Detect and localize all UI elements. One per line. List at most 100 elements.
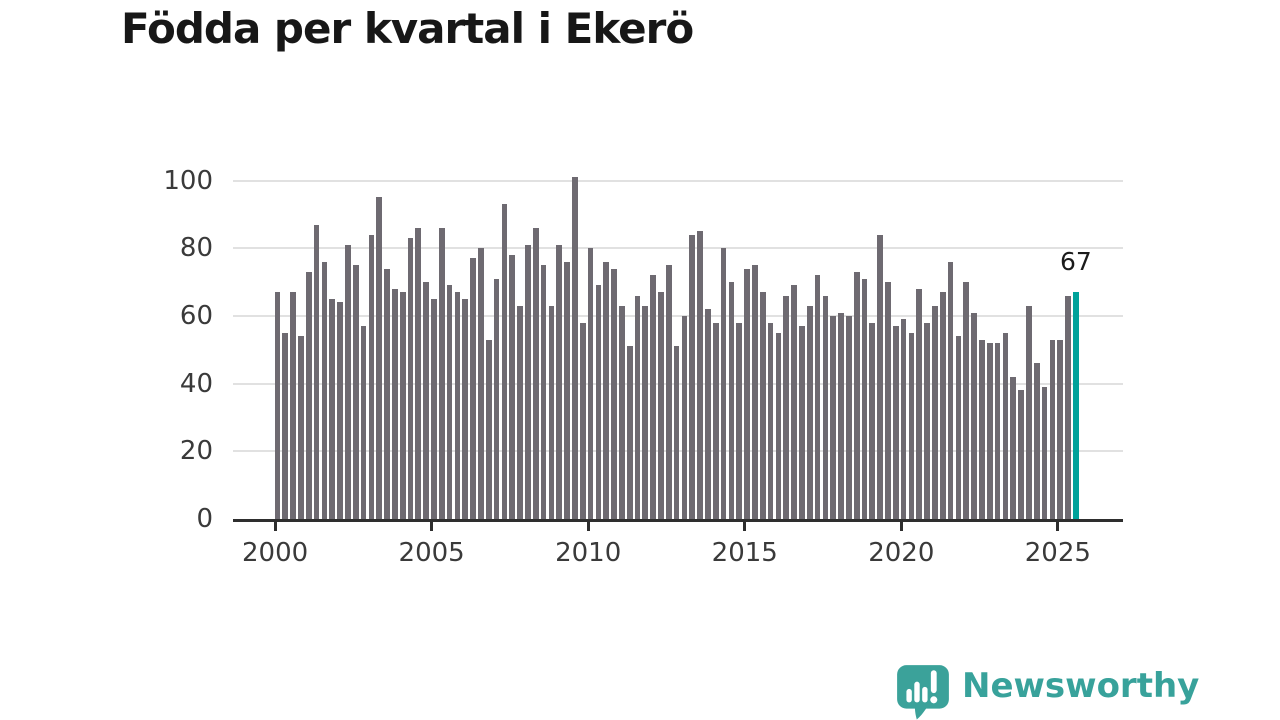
bar bbox=[501, 204, 508, 519]
bar bbox=[345, 244, 351, 519]
bar bbox=[736, 322, 743, 519]
bar bbox=[352, 265, 359, 519]
newsworthy-logo: Newsworthy bbox=[894, 662, 1199, 720]
bar bbox=[752, 265, 758, 519]
bar bbox=[1049, 339, 1056, 519]
bar bbox=[313, 224, 320, 519]
bar bbox=[877, 234, 883, 519]
bar bbox=[947, 261, 954, 519]
y-tick-label-60: 60 bbox=[179, 300, 213, 331]
bar bbox=[564, 261, 570, 519]
x-tick-label-2020: 2020 bbox=[868, 538, 935, 568]
bar bbox=[532, 227, 539, 519]
bar bbox=[423, 282, 429, 519]
bar bbox=[963, 282, 970, 519]
y-tick-label-20: 20 bbox=[179, 436, 213, 467]
newsworthy-logo-text: Newsworthy bbox=[962, 666, 1200, 706]
x-tick-2000 bbox=[273, 522, 277, 531]
gridline-y-60 bbox=[233, 314, 1123, 317]
bar bbox=[517, 305, 523, 519]
bar bbox=[1010, 376, 1017, 519]
bar bbox=[540, 265, 547, 519]
bar bbox=[853, 271, 860, 519]
bar bbox=[274, 292, 281, 519]
bar bbox=[572, 177, 578, 519]
y-tick-label-100: 100 bbox=[163, 165, 213, 196]
bar bbox=[462, 298, 469, 519]
bar bbox=[415, 227, 422, 519]
bar bbox=[665, 265, 672, 519]
gridline-y-80 bbox=[233, 247, 1123, 250]
bar bbox=[548, 305, 555, 519]
bar bbox=[697, 231, 703, 519]
bar bbox=[454, 292, 461, 519]
bar bbox=[1002, 332, 1009, 519]
x-tick-label-2010: 2010 bbox=[555, 538, 622, 568]
bar bbox=[916, 288, 923, 519]
bar bbox=[470, 258, 476, 519]
bar bbox=[838, 312, 844, 519]
bar bbox=[321, 261, 328, 519]
bar bbox=[587, 248, 594, 519]
bar bbox=[892, 326, 899, 519]
bar bbox=[775, 332, 782, 519]
bar bbox=[979, 339, 985, 519]
highlighted-bar bbox=[1073, 292, 1079, 519]
bar bbox=[939, 292, 946, 519]
bar bbox=[1057, 339, 1064, 519]
bar bbox=[799, 326, 805, 519]
bar bbox=[525, 244, 531, 519]
bar bbox=[478, 248, 484, 519]
y-tick-label-40: 40 bbox=[179, 368, 213, 399]
bar bbox=[392, 288, 398, 519]
bar bbox=[791, 285, 797, 519]
x-tick-2025 bbox=[1056, 522, 1060, 531]
bar bbox=[658, 292, 664, 519]
bar bbox=[493, 278, 500, 519]
bar bbox=[759, 292, 766, 519]
bar bbox=[611, 268, 617, 519]
bar bbox=[994, 342, 1001, 519]
bar bbox=[305, 271, 312, 519]
bar bbox=[650, 275, 656, 519]
bar bbox=[329, 298, 336, 519]
bar bbox=[595, 285, 602, 519]
bar bbox=[384, 268, 390, 519]
y-tick-label-0: 0 bbox=[196, 504, 213, 534]
bar-chart-speech-bubble-icon bbox=[897, 665, 949, 720]
bar bbox=[924, 322, 930, 519]
y-tick-label-80: 80 bbox=[179, 233, 213, 264]
bar bbox=[744, 268, 750, 519]
bar bbox=[431, 298, 437, 519]
bar bbox=[681, 315, 688, 519]
bar bbox=[603, 261, 610, 519]
bar bbox=[509, 254, 516, 519]
bar bbox=[720, 248, 727, 519]
bar bbox=[955, 336, 962, 519]
bar bbox=[1018, 390, 1024, 519]
bar bbox=[1026, 305, 1032, 519]
x-tick-2015 bbox=[743, 522, 747, 531]
bar bbox=[376, 197, 383, 519]
chart-title: Födda per kvartal i Ekerö bbox=[121, 4, 694, 53]
gridline-y-100 bbox=[233, 179, 1123, 182]
bar bbox=[673, 346, 680, 519]
bar bbox=[767, 322, 774, 519]
bar bbox=[689, 234, 696, 519]
bar bbox=[986, 342, 993, 519]
bar bbox=[1041, 386, 1048, 519]
bar bbox=[446, 285, 453, 519]
bar bbox=[932, 305, 938, 519]
bar bbox=[642, 305, 649, 519]
x-tick-label-2025: 2025 bbox=[1024, 538, 1091, 568]
bar bbox=[360, 326, 367, 519]
bar bbox=[783, 295, 790, 519]
bar bbox=[908, 332, 915, 519]
bar bbox=[712, 322, 719, 519]
bar bbox=[282, 332, 289, 519]
x-tick-label-2005: 2005 bbox=[398, 538, 465, 568]
highlight-value-label: 67 bbox=[1059, 247, 1092, 277]
bar bbox=[846, 315, 852, 519]
